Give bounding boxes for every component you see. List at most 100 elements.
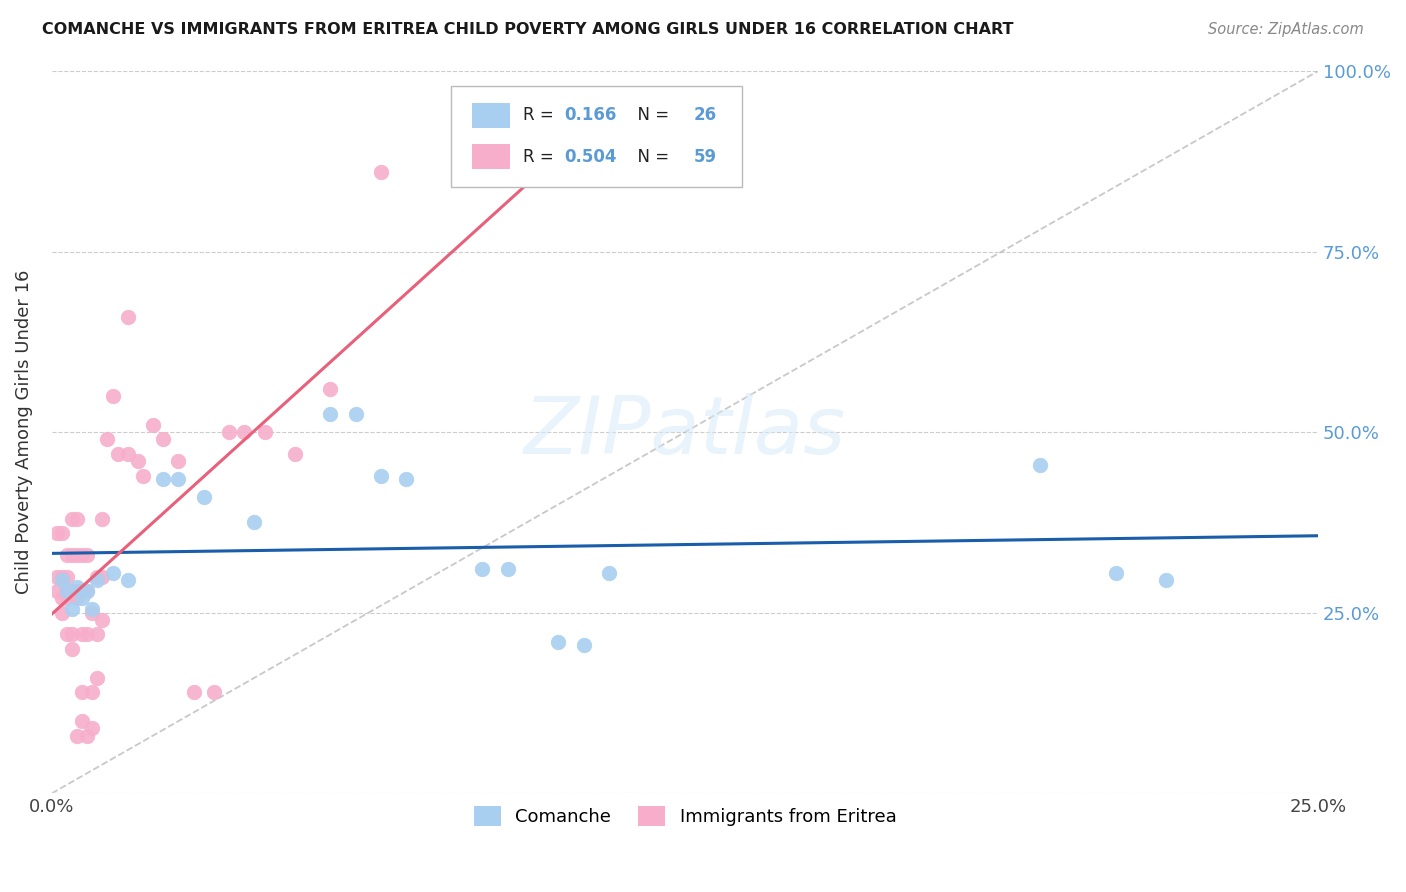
Text: R =: R =: [523, 148, 558, 166]
Point: [86, 671, 108, 685]
Point: [1028, 458, 1050, 472]
Point: [56, 548, 79, 562]
Text: 0.166: 0.166: [565, 106, 617, 124]
Point: [70, 685, 93, 699]
FancyBboxPatch shape: [472, 103, 510, 128]
Point: [56, 584, 79, 599]
Point: [66, 584, 89, 599]
Point: [218, 425, 240, 440]
Point: [107, 447, 129, 461]
Point: [370, 468, 392, 483]
Point: [60, 548, 83, 562]
Y-axis label: Child Poverty Among Girls Under 16: Child Poverty Among Girls Under 16: [15, 270, 32, 594]
Point: [76, 729, 98, 743]
Point: [91, 613, 114, 627]
Point: [233, 425, 256, 440]
Point: [1104, 566, 1126, 580]
Point: [117, 574, 139, 588]
Point: [60, 584, 83, 599]
Point: [45, 526, 67, 541]
Point: [70, 584, 93, 599]
Point: [76, 584, 98, 599]
Point: [70, 627, 93, 641]
Point: [66, 729, 89, 743]
Point: [132, 468, 155, 483]
Point: [51, 574, 73, 588]
Text: ZIPatlas: ZIPatlas: [524, 393, 846, 471]
Point: [142, 417, 165, 432]
Point: [1154, 574, 1177, 588]
Point: [76, 627, 98, 641]
Text: N =: N =: [627, 148, 673, 166]
Point: [253, 425, 276, 440]
Point: [86, 627, 108, 641]
Point: [82, 602, 104, 616]
Text: 0.504: 0.504: [565, 148, 617, 166]
Point: [96, 433, 118, 447]
Text: 59: 59: [693, 148, 717, 166]
Point: [344, 407, 367, 421]
Point: [193, 490, 215, 504]
Point: [76, 584, 98, 599]
Point: [202, 685, 225, 699]
Point: [152, 472, 174, 486]
Point: [101, 566, 124, 580]
Text: 26: 26: [693, 106, 717, 124]
Point: [51, 591, 73, 606]
Point: [167, 472, 190, 486]
Point: [56, 569, 79, 583]
FancyBboxPatch shape: [451, 86, 742, 186]
Point: [284, 447, 307, 461]
Point: [66, 548, 89, 562]
Text: R =: R =: [523, 106, 558, 124]
Point: [101, 389, 124, 403]
Point: [70, 591, 93, 606]
Point: [60, 602, 83, 616]
Point: [51, 569, 73, 583]
Point: [471, 562, 494, 576]
Point: [56, 591, 79, 606]
Text: N =: N =: [627, 106, 673, 124]
Text: Source: ZipAtlas.com: Source: ZipAtlas.com: [1208, 22, 1364, 37]
Point: [496, 562, 519, 576]
Point: [82, 606, 104, 620]
Point: [370, 165, 392, 179]
Point: [86, 569, 108, 583]
Point: [598, 566, 620, 580]
Point: [66, 591, 89, 606]
Point: [66, 581, 89, 595]
Point: [547, 634, 569, 648]
Point: [127, 454, 149, 468]
Point: [572, 638, 595, 652]
Point: [66, 512, 89, 526]
Point: [319, 382, 342, 396]
Point: [91, 569, 114, 583]
Text: COMANCHE VS IMMIGRANTS FROM ERITREA CHILD POVERTY AMONG GIRLS UNDER 16 CORRELATI: COMANCHE VS IMMIGRANTS FROM ERITREA CHIL…: [42, 22, 1014, 37]
Point: [60, 512, 83, 526]
Point: [395, 472, 418, 486]
Point: [76, 548, 98, 562]
Point: [82, 685, 104, 699]
Point: [45, 569, 67, 583]
Point: [51, 526, 73, 541]
Point: [60, 641, 83, 656]
Point: [117, 310, 139, 324]
Point: [51, 606, 73, 620]
Point: [319, 407, 342, 421]
Point: [86, 574, 108, 588]
Point: [70, 714, 93, 728]
Point: [152, 433, 174, 447]
Point: [243, 516, 266, 530]
Point: [547, 172, 569, 186]
Point: [56, 584, 79, 599]
Legend: Comanche, Immigrants from Eritrea: Comanche, Immigrants from Eritrea: [464, 797, 905, 835]
Point: [45, 584, 67, 599]
Point: [56, 627, 79, 641]
Point: [167, 454, 190, 468]
Point: [117, 447, 139, 461]
Point: [70, 548, 93, 562]
Point: [60, 627, 83, 641]
FancyBboxPatch shape: [472, 144, 510, 169]
Point: [82, 722, 104, 736]
Point: [183, 685, 205, 699]
